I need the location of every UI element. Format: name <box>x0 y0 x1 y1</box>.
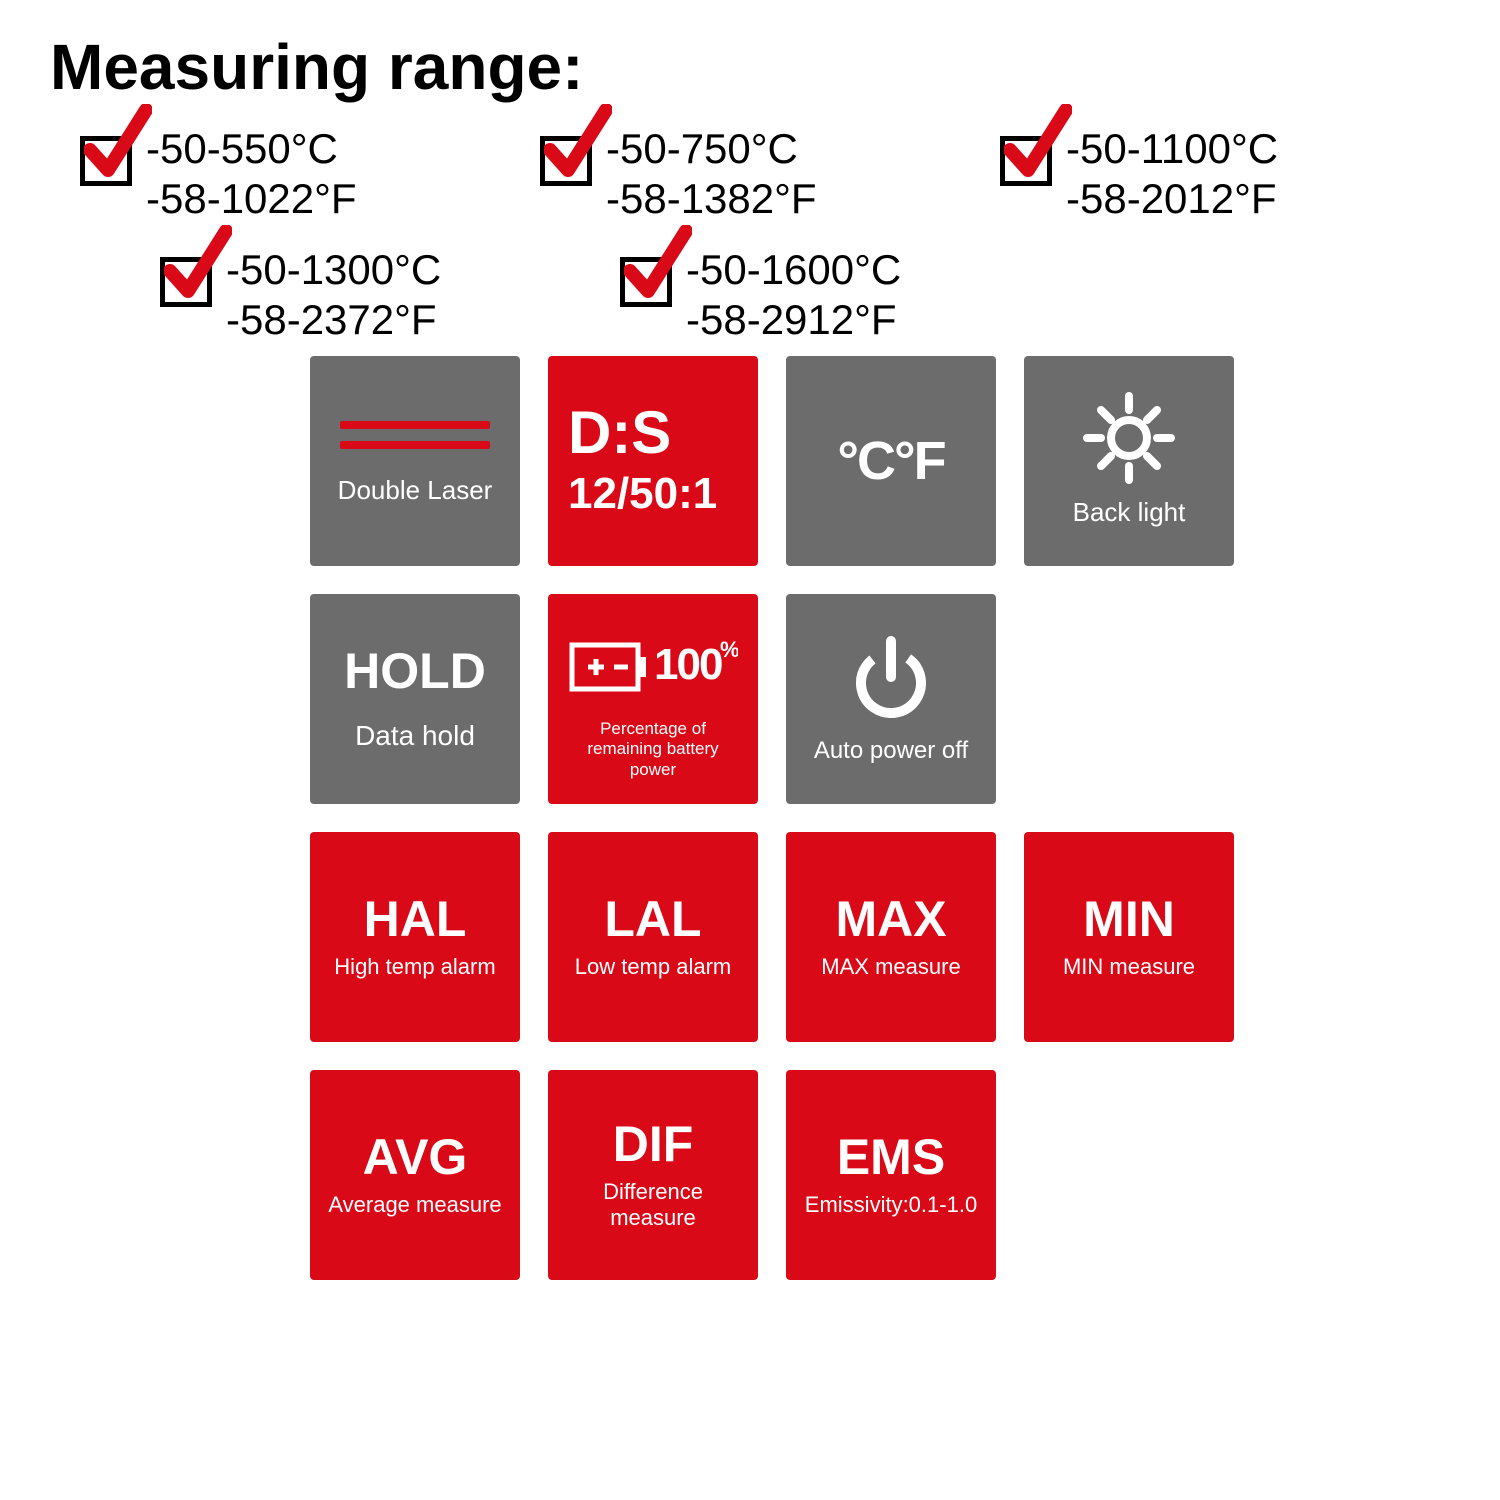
tile-battery: 100 % Percentage of remaining battery po… <box>548 594 758 804</box>
cf-label: °C°F <box>837 430 944 492</box>
tile-title: EMS <box>837 1132 945 1182</box>
tile-sub: MIN measure <box>1063 954 1195 980</box>
tile-sub: 12/50:1 <box>568 469 717 519</box>
tile-title: LAL <box>604 894 701 944</box>
range-item: -50-1300°C -58-2372°F <box>160 245 590 346</box>
tile-title: D:S <box>568 403 671 463</box>
ranges-list: -50-550°C -58-1022°F -50-750°C -58-1382°… <box>50 124 1450 346</box>
tile-sub: Emissivity:0.1-1.0 <box>805 1192 977 1218</box>
tile-max: MAX MAX measure <box>786 832 996 1042</box>
tile-lal: LAL Low temp alarm <box>548 832 758 1042</box>
tile-title: MAX <box>835 894 946 944</box>
checkbox-icon <box>80 130 136 186</box>
tile-ems: EMS Emissivity:0.1-1.0 <box>786 1070 996 1280</box>
tile-backlight: Back light <box>1024 356 1234 566</box>
range-celsius: -50-750°C <box>606 124 817 174</box>
tile-sub: Data hold <box>355 720 475 752</box>
power-icon <box>846 633 936 723</box>
tile-label: Auto power off <box>814 737 968 765</box>
range-item: -50-750°C -58-1382°F <box>540 124 970 225</box>
tile-title: HAL <box>364 894 467 944</box>
checkbox-icon <box>620 251 676 307</box>
tile-avg: AVG Average measure <box>310 1070 520 1280</box>
range-celsius: -50-1600°C <box>686 245 901 295</box>
range-celsius: -50-550°C <box>146 124 357 174</box>
backlight-icon <box>1079 393 1179 483</box>
tile-label: Double Laser <box>338 475 493 506</box>
checkbox-icon <box>540 130 596 186</box>
tile-title: DIF <box>613 1119 694 1169</box>
range-celsius: -50-1300°C <box>226 245 441 295</box>
battery-icon: 100 % <box>568 617 738 707</box>
range-item: -50-550°C -58-1022°F <box>80 124 510 225</box>
tile-sub: MAX measure <box>821 954 960 980</box>
tile-min: MIN MIN measure <box>1024 832 1234 1042</box>
range-fahrenheit: -58-1382°F <box>606 174 817 224</box>
tile-title: AVG <box>363 1132 468 1182</box>
svg-text:%: % <box>720 637 738 662</box>
tile-cf: °C°F <box>786 356 996 566</box>
feature-tiles: Double Laser D:S 12/50:1 °C°F <box>50 356 1450 1280</box>
tile-dif: DIF Difference measure <box>548 1070 758 1280</box>
tile-hal: HAL High temp alarm <box>310 832 520 1042</box>
tile-title: MIN <box>1083 894 1175 944</box>
tile-label: Back light <box>1073 497 1186 528</box>
range-item: -50-1600°C -58-2912°F <box>620 245 1050 346</box>
double-laser-icon <box>340 415 490 455</box>
range-celsius: -50-1100°C <box>1066 124 1278 174</box>
tile-autopower: Auto power off <box>786 594 996 804</box>
tile-title: HOLD <box>344 646 486 696</box>
tile-double-laser: Double Laser <box>310 356 520 566</box>
range-item: -50-1100°C -58-2012°F <box>1000 124 1430 225</box>
tile-sub: Low temp alarm <box>575 954 732 980</box>
tile-sub: Average measure <box>328 1192 501 1218</box>
tile-sub: Difference measure <box>558 1179 748 1231</box>
checkbox-icon <box>160 251 216 307</box>
range-fahrenheit: -58-2912°F <box>686 295 901 345</box>
tile-sub: High temp alarm <box>334 954 495 980</box>
tile-sub: Percentage of remaining battery power <box>558 719 748 780</box>
range-fahrenheit: -58-2372°F <box>226 295 441 345</box>
tile-ds-ratio: D:S 12/50:1 <box>548 356 758 566</box>
checkbox-icon <box>1000 130 1056 186</box>
svg-text:100: 100 <box>654 640 722 689</box>
range-fahrenheit: -58-1022°F <box>146 174 357 224</box>
page-title: Measuring range: <box>50 30 1450 104</box>
tile-hold: HOLD Data hold <box>310 594 520 804</box>
range-fahrenheit: -58-2012°F <box>1066 174 1278 224</box>
